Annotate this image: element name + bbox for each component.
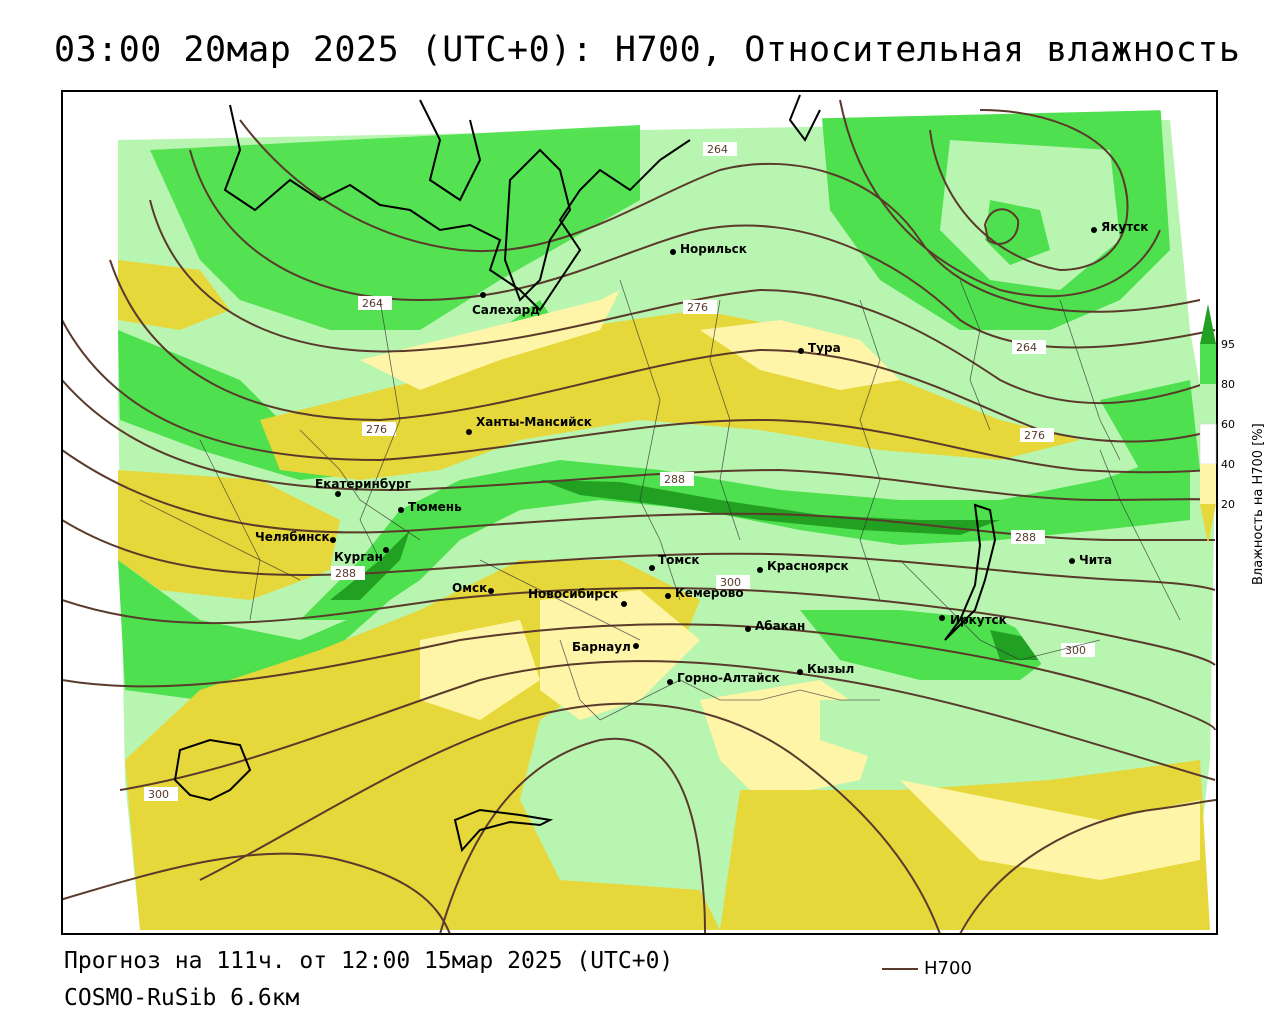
isohypse-label: 300 — [720, 576, 741, 589]
city-label: Новосибирск — [528, 587, 618, 601]
city-tura: Тура — [798, 341, 841, 355]
colorbar-segment — [1200, 384, 1216, 424]
isohypse-label: 264 — [707, 143, 728, 156]
city-label: Екатеринбург — [315, 477, 411, 491]
city-chita: Чита — [1069, 553, 1112, 567]
isohypse-label: 264 — [1016, 341, 1037, 354]
city-label: Горно-Алтайск — [677, 671, 780, 685]
isohypse-label: 276 — [1024, 429, 1045, 442]
city-tomsk: Томск — [649, 553, 700, 571]
isohypse-label: 288 — [1015, 531, 1036, 544]
isohypse-label: 276 — [366, 423, 387, 436]
h700-line-swatch — [882, 967, 918, 970]
city-label: Омск — [452, 581, 487, 595]
city-chelyabinsk: Челябинск — [255, 530, 336, 544]
city-label: Кызыл — [807, 662, 854, 676]
city-gorno-altaysk: Горно-Алтайск — [667, 671, 780, 685]
coastlines — [173, 94, 997, 853]
isohypse-label: 300 — [148, 788, 169, 801]
isohypse-label: 264 — [362, 297, 383, 310]
region-boundaries — [139, 279, 1181, 721]
city-label: Челябинск — [255, 530, 330, 544]
isohypse-label: 276 — [687, 301, 708, 314]
isohypse-labels: 264 264 264 276 276 276 288 288 288 300 … — [144, 142, 1095, 801]
city-label: Ханты-Мансийск — [476, 415, 592, 429]
city-tyumen: Тюмень — [398, 500, 462, 514]
city-kurgan: Курган — [334, 547, 389, 564]
city-barnaul: Барнаул — [572, 640, 639, 654]
city-irkutsk: Иркутск — [939, 613, 1007, 627]
city-yekaterinburg: Екатеринбург — [315, 477, 411, 497]
colorbar-tick: 20 — [1221, 498, 1235, 511]
city-label: Якутск — [1101, 220, 1148, 234]
city-label: Тюмень — [408, 500, 462, 514]
city-label: Норильск — [680, 242, 747, 256]
city-abakan: Абакан — [745, 619, 805, 633]
city-label: Барнаул — [572, 640, 631, 654]
h700-legend-label: H700 — [924, 958, 972, 979]
city-label: Иркутск — [950, 613, 1007, 627]
colorbar-tick: 40 — [1221, 458, 1235, 471]
colorbar: 95 80 60 40 20 Влажность на H700 [%] — [1199, 304, 1266, 585]
model-name: COSMO-RuSib 6.6км — [64, 985, 300, 1011]
colorbar-segment — [1199, 423, 1217, 465]
city-kemerovo: Кемерово — [665, 586, 744, 600]
city-omsk: Омск — [452, 581, 494, 595]
city-norilsk: Норильск — [670, 242, 747, 256]
city-yakutsk: Якутск — [1091, 220, 1148, 234]
colorbar-title: Влажность на H700 [%] — [1251, 423, 1266, 585]
city-label: Тура — [808, 341, 841, 355]
colorbar-tick: 80 — [1221, 378, 1235, 391]
city-kyzyl: Кызыл — [797, 662, 854, 676]
forecast-info: Прогноз на 111ч. от 12:00 15мар 2025 (UT… — [64, 948, 674, 974]
h700-legend: H700 — [882, 958, 972, 979]
isohypse-label: 288 — [664, 473, 685, 486]
colorbar-segment — [1200, 344, 1216, 384]
city-markers: Норильск Якутск Салехард Тура Ханты-Манс… — [255, 220, 1148, 685]
city-salekhard: Салехард — [472, 292, 540, 317]
city-label: Красноярск — [767, 559, 849, 573]
city-novosibirsk: Новосибирск — [528, 587, 627, 607]
map-frame-border — [61, 90, 1218, 935]
colorbar-arrow-bottom — [1200, 504, 1216, 544]
colorbar-tick: 60 — [1221, 418, 1235, 431]
isohypse-label: 288 — [335, 567, 356, 580]
colorbar-segment — [1200, 464, 1216, 504]
h700-isohypses — [62, 99, 1217, 934]
colorbar-arrow-top — [1200, 304, 1216, 344]
humidity-field — [62, 91, 1217, 930]
city-label: Абакан — [755, 619, 805, 633]
city-krasnoyarsk: Красноярск — [757, 559, 849, 573]
city-label: Чита — [1079, 553, 1112, 567]
colorbar-tick: 95 — [1221, 338, 1235, 351]
city-label: Томск — [658, 553, 700, 567]
city-khanty-mansiysk: Ханты-Мансийск — [466, 415, 592, 435]
city-label: Салехард — [472, 303, 540, 317]
map-title: 03:00 20мар 2025 (UTC+0): H700, Относите… — [54, 30, 1241, 70]
city-label: Кемерово — [675, 586, 744, 600]
city-label: Курган — [334, 550, 383, 564]
